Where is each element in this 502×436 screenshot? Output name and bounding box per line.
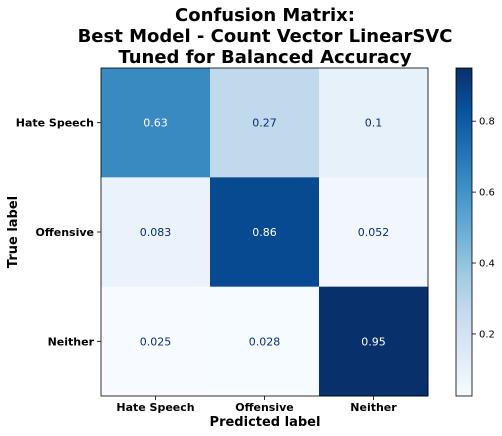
matrix-cells (101, 68, 429, 397)
y-tick-label-0: Hate Speech (16, 117, 94, 130)
x-axis-label: Predicted label (210, 415, 321, 430)
x-tick-label-2: Neither (350, 401, 397, 414)
cell-value-r0-c2: 0.1 (365, 117, 383, 130)
matrix-cell-r2-c1 (210, 286, 320, 397)
colorbar-tick-label-2: 0.6 (479, 188, 495, 199)
cell-value-r2-c0: 0.025 (140, 335, 172, 348)
y-axis-label: True label (6, 196, 21, 268)
matrix-cell-r0-c0 (101, 68, 211, 178)
cell-value-r0-c1: 0.27 (252, 117, 277, 130)
cell-value-r1-c1: 0.86 (252, 226, 277, 239)
colorbar-tick-label-0: 0.2 (479, 329, 495, 340)
title-line-3: Tuned for Balanced Accuracy (118, 47, 411, 68)
cell-value-r1-c0: 0.083 (140, 226, 172, 239)
matrix-cell-r1-c0 (101, 177, 211, 288)
y-axis-ticks: Hate Speech Offensive Neither (16, 117, 101, 348)
cell-value-r2-c2: 0.95 (361, 335, 386, 348)
x-axis-ticks: Hate Speech Offensive Neither (116, 396, 397, 414)
matrix-cell-r2-c0 (101, 286, 211, 397)
y-tick-label-1: Offensive (35, 226, 94, 239)
cell-value-r1-c2: 0.052 (358, 226, 390, 239)
matrix-cell-r0-c1 (210, 68, 320, 178)
title-line-1: Confusion Matrix: (175, 5, 355, 26)
colorbar-tick-label-3: 0.8 (479, 117, 495, 128)
matrix-cell-r2-c2 (319, 286, 429, 397)
y-tick-label-2: Neither (48, 335, 95, 348)
chart-title: Confusion Matrix: Best Model - Count Vec… (78, 5, 453, 68)
cell-value-r2-c1: 0.028 (249, 335, 281, 348)
colorbar-tick-label-1: 0.4 (479, 259, 495, 270)
cell-value-r0-c0: 0.63 (143, 117, 168, 130)
colorbar-ticks: 0.2 0.4 0.6 0.8 (472, 117, 495, 340)
colorbar (455, 67, 473, 397)
matrix-cell-r1-c2 (319, 177, 429, 288)
matrix-cell-r1-c1 (210, 177, 320, 288)
matrix-cell-r0-c2 (319, 68, 429, 178)
matrix-cell-labels: 0.63 0.27 0.1 0.083 0.86 0.052 0.025 0.028 0.95 (140, 117, 390, 349)
title-line-2: Best Model - Count Vector LinearSVC (78, 26, 453, 47)
x-tick-label-1: Offensive (235, 401, 294, 414)
x-tick-label-0: Hate Speech (116, 401, 194, 414)
